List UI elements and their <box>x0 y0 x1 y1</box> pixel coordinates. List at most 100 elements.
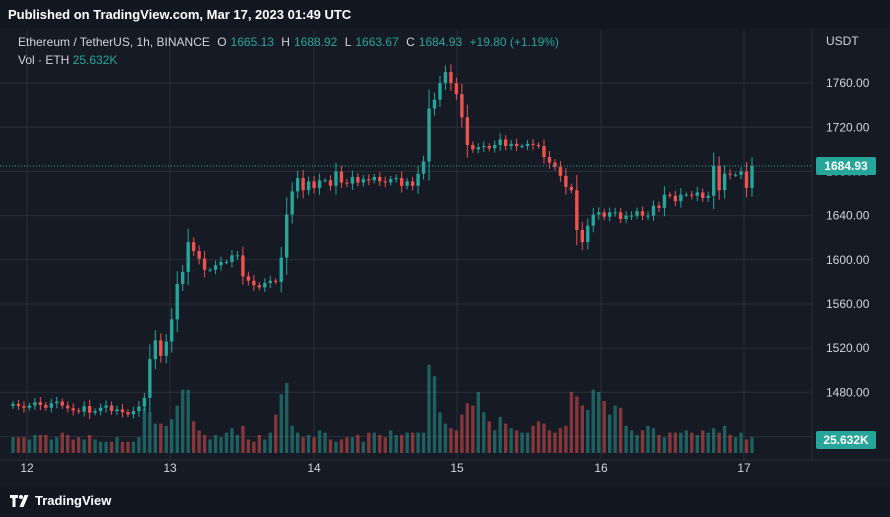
candle-body[interactable] <box>701 192 705 198</box>
candle-body[interactable] <box>410 181 415 186</box>
candle-body[interactable] <box>197 250 201 259</box>
candle-body[interactable] <box>241 255 245 277</box>
candle-body[interactable] <box>389 179 393 183</box>
candle-body[interactable] <box>586 225 590 243</box>
candle-body[interactable] <box>646 215 650 217</box>
candle-body[interactable] <box>624 215 628 219</box>
candle-body[interactable] <box>66 405 70 409</box>
candle-body[interactable] <box>137 406 141 412</box>
candle-body[interactable] <box>301 178 305 191</box>
candle-body[interactable] <box>285 214 289 258</box>
candle-body[interactable] <box>126 412 130 415</box>
candle-body[interactable] <box>684 194 689 196</box>
candle-body[interactable] <box>739 171 743 175</box>
candle-body[interactable] <box>706 195 710 198</box>
candle-body[interactable] <box>711 165 716 196</box>
candle-body[interactable] <box>750 166 754 188</box>
symbol-title[interactable]: Ethereum / TetherUS, 1h, BINANCE <box>18 35 210 49</box>
candle-body[interactable] <box>55 401 59 404</box>
candle-body[interactable] <box>733 174 738 176</box>
candle-body[interactable] <box>142 397 147 407</box>
candle-body[interactable] <box>191 242 196 251</box>
candle-body[interactable] <box>722 173 727 191</box>
candle-body[interactable] <box>180 271 185 285</box>
candle-body[interactable] <box>662 194 667 208</box>
candle-body[interactable] <box>597 212 601 215</box>
candle-body[interactable] <box>98 407 103 412</box>
candle-body[interactable] <box>230 255 234 262</box>
candle-body[interactable] <box>553 162 557 168</box>
candle-body[interactable] <box>202 258 207 270</box>
candle-body[interactable] <box>487 146 491 149</box>
candle-body[interactable] <box>673 195 678 202</box>
candle-body[interactable] <box>438 83 442 100</box>
candle-body[interactable] <box>22 406 26 408</box>
candle-body[interactable] <box>728 173 732 175</box>
candle-body[interactable] <box>274 280 278 282</box>
candle-body[interactable] <box>432 99 437 109</box>
candle-body[interactable] <box>109 405 114 412</box>
candle-body[interactable] <box>306 181 311 191</box>
candle-body[interactable] <box>618 212 623 219</box>
candle-body[interactable] <box>148 359 152 398</box>
candle-body[interactable] <box>27 405 32 408</box>
candle-body[interactable] <box>224 261 229 263</box>
candle-body[interactable] <box>509 143 513 147</box>
candlestick-chart[interactable]: 1440.001480.001520.001560.001600.001640.… <box>0 28 890 487</box>
candle-body[interactable] <box>290 191 294 215</box>
chart-area[interactable]: 1440.001480.001520.001560.001600.001640.… <box>0 28 890 487</box>
candle-body[interactable] <box>629 215 634 217</box>
candle-body[interactable] <box>131 411 136 415</box>
candle-body[interactable] <box>153 340 158 360</box>
candle-body[interactable] <box>11 403 15 407</box>
candle-body[interactable] <box>569 186 574 191</box>
candle-body[interactable] <box>580 229 585 243</box>
candle-body[interactable] <box>44 404 48 408</box>
candle-body[interactable] <box>460 94 464 118</box>
currency-label[interactable]: USDT <box>826 34 859 48</box>
candle-body[interactable] <box>16 403 21 407</box>
candle-body[interactable] <box>76 410 81 412</box>
candle-body[interactable] <box>558 167 563 176</box>
candle-body[interactable] <box>427 108 431 162</box>
candle-body[interactable] <box>33 402 37 406</box>
volume-label[interactable]: Vol · ETH <box>18 53 70 67</box>
candle-body[interactable] <box>268 280 272 283</box>
candle-body[interactable] <box>498 139 502 145</box>
candle-body[interactable] <box>295 178 300 192</box>
candle-body[interactable] <box>328 180 333 186</box>
candle-body[interactable] <box>542 146 546 158</box>
candle-body[interactable] <box>219 261 223 266</box>
candle-body[interactable] <box>657 205 661 208</box>
candle-body[interactable] <box>575 190 579 230</box>
candle-body[interactable] <box>317 180 322 189</box>
candle-body[interactable] <box>372 176 376 181</box>
candle-body[interactable] <box>367 179 371 181</box>
candle-body[interactable] <box>405 181 409 186</box>
candle-body[interactable] <box>175 284 179 320</box>
candle-body[interactable] <box>323 180 327 182</box>
candle-body[interactable] <box>635 211 639 216</box>
candle-body[interactable] <box>421 161 426 174</box>
candle-body[interactable] <box>482 146 486 148</box>
candle-body[interactable] <box>536 144 541 147</box>
candle-body[interactable] <box>416 173 420 186</box>
candle-body[interactable] <box>312 181 316 189</box>
candle-body[interactable] <box>115 409 119 412</box>
candle-body[interactable] <box>38 402 43 405</box>
candle-body[interactable] <box>602 212 606 217</box>
candle-body[interactable] <box>279 257 283 282</box>
candle-body[interactable] <box>104 405 108 408</box>
candle-body[interactable] <box>186 242 190 272</box>
candle-body[interactable] <box>564 175 568 187</box>
candle-body[interactable] <box>613 212 617 214</box>
candle-body[interactable] <box>350 176 355 184</box>
candle-body[interactable] <box>449 72 453 84</box>
candle-body[interactable] <box>93 411 97 413</box>
candle-body[interactable] <box>334 171 338 186</box>
candle-body[interactable] <box>71 408 75 411</box>
candle-body[interactable] <box>208 269 212 271</box>
candle-body[interactable] <box>394 178 398 180</box>
candle-body[interactable] <box>263 282 267 288</box>
candle-body[interactable] <box>235 255 240 257</box>
